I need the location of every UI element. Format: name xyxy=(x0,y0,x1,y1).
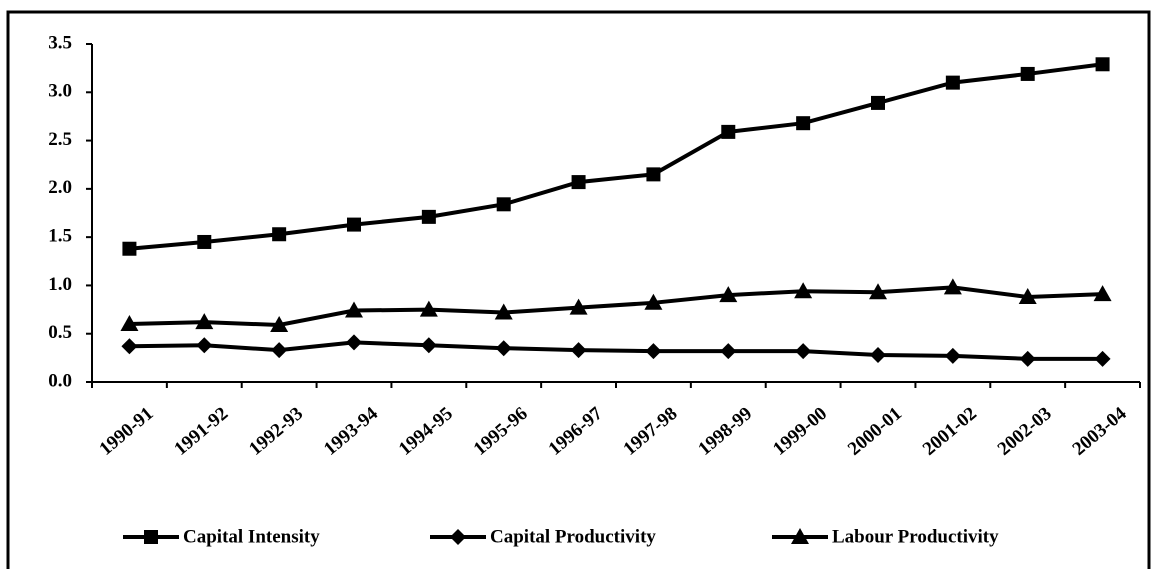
y-tick-label: 1.0 xyxy=(48,274,72,295)
frame xyxy=(6,10,1151,569)
x-tick-label: 2000-01 xyxy=(844,403,906,460)
x-tick-label: 1998-99 xyxy=(694,403,756,460)
x-tick-label: 2003-04 xyxy=(1069,403,1131,460)
marker xyxy=(871,95,885,110)
series-line xyxy=(129,340,1103,361)
marker xyxy=(1018,288,1037,305)
x-tick-label: 1993-94 xyxy=(320,403,382,460)
y-tick-label: 2.0 xyxy=(48,177,72,198)
marker xyxy=(944,347,961,364)
x-tick-label: 1999-00 xyxy=(769,403,831,460)
marker xyxy=(1094,350,1111,367)
marker xyxy=(721,124,736,139)
x-tick-label: 2002-03 xyxy=(994,403,1056,460)
x-tick-label: 1997-98 xyxy=(619,403,681,460)
marker xyxy=(1093,285,1112,302)
legend-label: Capital Productivity xyxy=(490,526,656,547)
y-tick-label: 3.0 xyxy=(48,81,72,102)
x-tick-label: 1995-96 xyxy=(470,403,532,460)
marker xyxy=(271,342,288,359)
marker xyxy=(420,337,437,354)
marker xyxy=(1095,57,1110,72)
marker xyxy=(120,315,139,332)
marker xyxy=(197,234,212,249)
x-tick-label: 1991-92 xyxy=(170,403,232,460)
marker xyxy=(450,529,466,545)
marker xyxy=(121,338,138,355)
marker xyxy=(646,167,661,182)
marker xyxy=(719,286,738,303)
marker xyxy=(796,116,811,131)
marker xyxy=(570,342,587,359)
marker xyxy=(794,282,813,299)
marker xyxy=(945,75,960,90)
y-tick-label: 2.5 xyxy=(48,129,72,150)
y-tick-label: 0.0 xyxy=(48,370,72,391)
marker xyxy=(869,283,887,300)
marker xyxy=(1020,66,1035,81)
marker xyxy=(644,293,663,310)
series-line xyxy=(129,285,1103,328)
x-tick-label: 1990-91 xyxy=(95,403,157,460)
x-tick-label: 2001-02 xyxy=(919,403,981,460)
marker xyxy=(196,337,213,354)
marker xyxy=(421,209,436,224)
marker xyxy=(943,278,962,295)
x-tick-label: 1996-97 xyxy=(545,403,607,460)
marker xyxy=(645,343,662,360)
marker xyxy=(571,175,586,190)
legend-label: Capital Intensity xyxy=(183,526,320,547)
marker xyxy=(1019,350,1036,367)
marker xyxy=(122,241,137,256)
marker xyxy=(791,528,809,544)
marker xyxy=(870,346,886,363)
marker xyxy=(495,340,512,357)
marker xyxy=(347,217,361,232)
marker xyxy=(144,530,158,544)
marker xyxy=(795,343,812,360)
legend-label: Labour Productivity xyxy=(832,526,999,547)
marker xyxy=(270,316,289,333)
series-line xyxy=(129,62,1103,251)
y-tick-label: 0.5 xyxy=(48,322,72,343)
marker xyxy=(195,313,214,330)
marker xyxy=(720,343,737,360)
x-tick-label: 1992-93 xyxy=(245,403,307,460)
y-tick-label: 3.5 xyxy=(48,32,72,53)
marker xyxy=(345,301,363,318)
marker xyxy=(496,197,511,212)
marker xyxy=(569,298,588,315)
x-tick-label: 1994-95 xyxy=(395,403,457,460)
y-tick-label: 1.5 xyxy=(48,226,72,247)
marker xyxy=(419,300,438,317)
marker xyxy=(346,334,362,351)
marker xyxy=(494,303,513,320)
marker xyxy=(272,227,287,242)
